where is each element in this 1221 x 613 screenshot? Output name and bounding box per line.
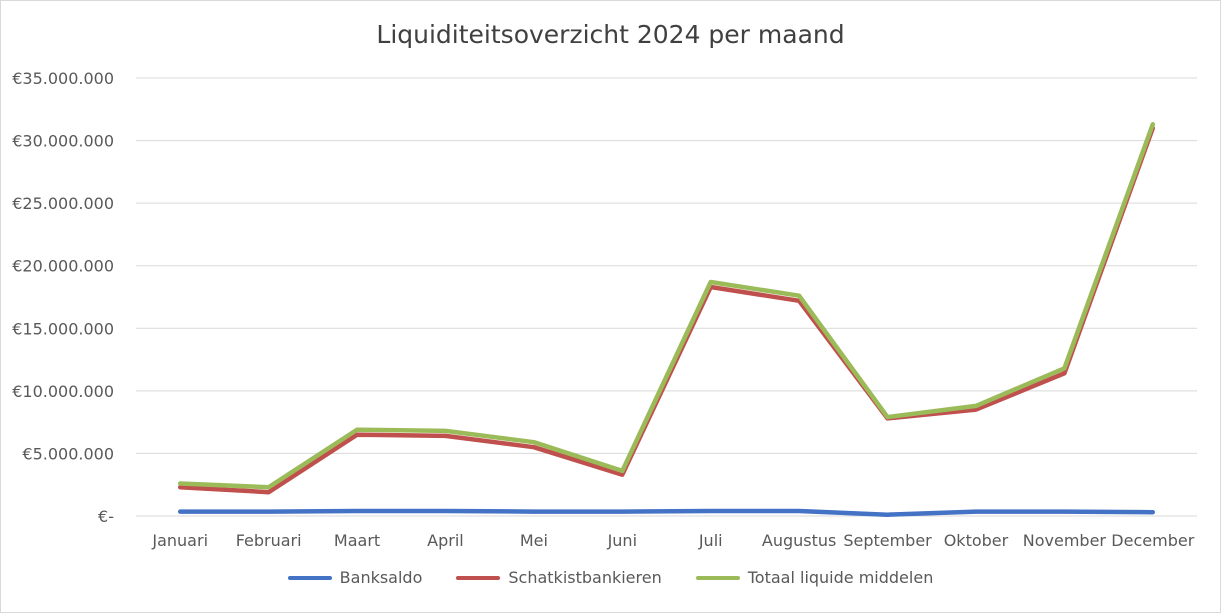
y-tick-label: €20.000.000 <box>12 257 114 276</box>
x-tick-label: Juli <box>698 531 723 550</box>
chart-title: Liquiditeitsoverzicht 2024 per maand <box>376 20 845 49</box>
series-line-schatkistbankieren <box>177 125 1156 495</box>
y-tick-label: €35.000.000 <box>12 69 114 88</box>
y-tick-label: €- <box>98 507 114 526</box>
x-tick-label: Maart <box>334 531 380 550</box>
x-tick-label: Februari <box>236 531 302 550</box>
x-tick-label: Mei <box>520 531 548 550</box>
chart-legend: Banksaldo Schatkistbankieren Totaal liquid… <box>0 568 1221 587</box>
legend-item: Totaal liquide middelen <box>695 568 934 587</box>
x-tick-label: December <box>1111 531 1194 550</box>
y-tick-label: €15.000.000 <box>12 319 114 338</box>
legend-item: Banksaldo <box>287 568 423 587</box>
y-tick-label: €5.000.000 <box>22 444 114 463</box>
x-tick-label: April <box>427 531 464 550</box>
x-tick-label: Januari <box>151 531 208 550</box>
legend-swatch <box>695 575 740 580</box>
x-tick-label: Augustus <box>762 531 836 550</box>
legend-label: Schatkistbankieren <box>508 568 662 587</box>
y-tick-label: €25.000.000 <box>12 194 114 213</box>
y-tick-label: €10.000.000 <box>12 382 114 401</box>
x-tick-label: September <box>843 531 932 550</box>
x-tick-label: Juni <box>607 531 637 550</box>
legend-label: Totaal liquide middelen <box>747 568 934 587</box>
series-line-banksaldo <box>177 508 1156 517</box>
series-line-totaal-liquide-middelen <box>177 122 1156 490</box>
legend-label: Banksaldo <box>339 568 423 587</box>
legend-swatch <box>287 575 332 580</box>
y-tick-label: €30.000.000 <box>12 132 114 151</box>
legend-swatch <box>456 575 501 580</box>
legend-item: Schatkistbankieren <box>456 568 662 587</box>
x-tick-label: November <box>1023 531 1107 550</box>
x-tick-label: Oktober <box>944 531 1009 550</box>
